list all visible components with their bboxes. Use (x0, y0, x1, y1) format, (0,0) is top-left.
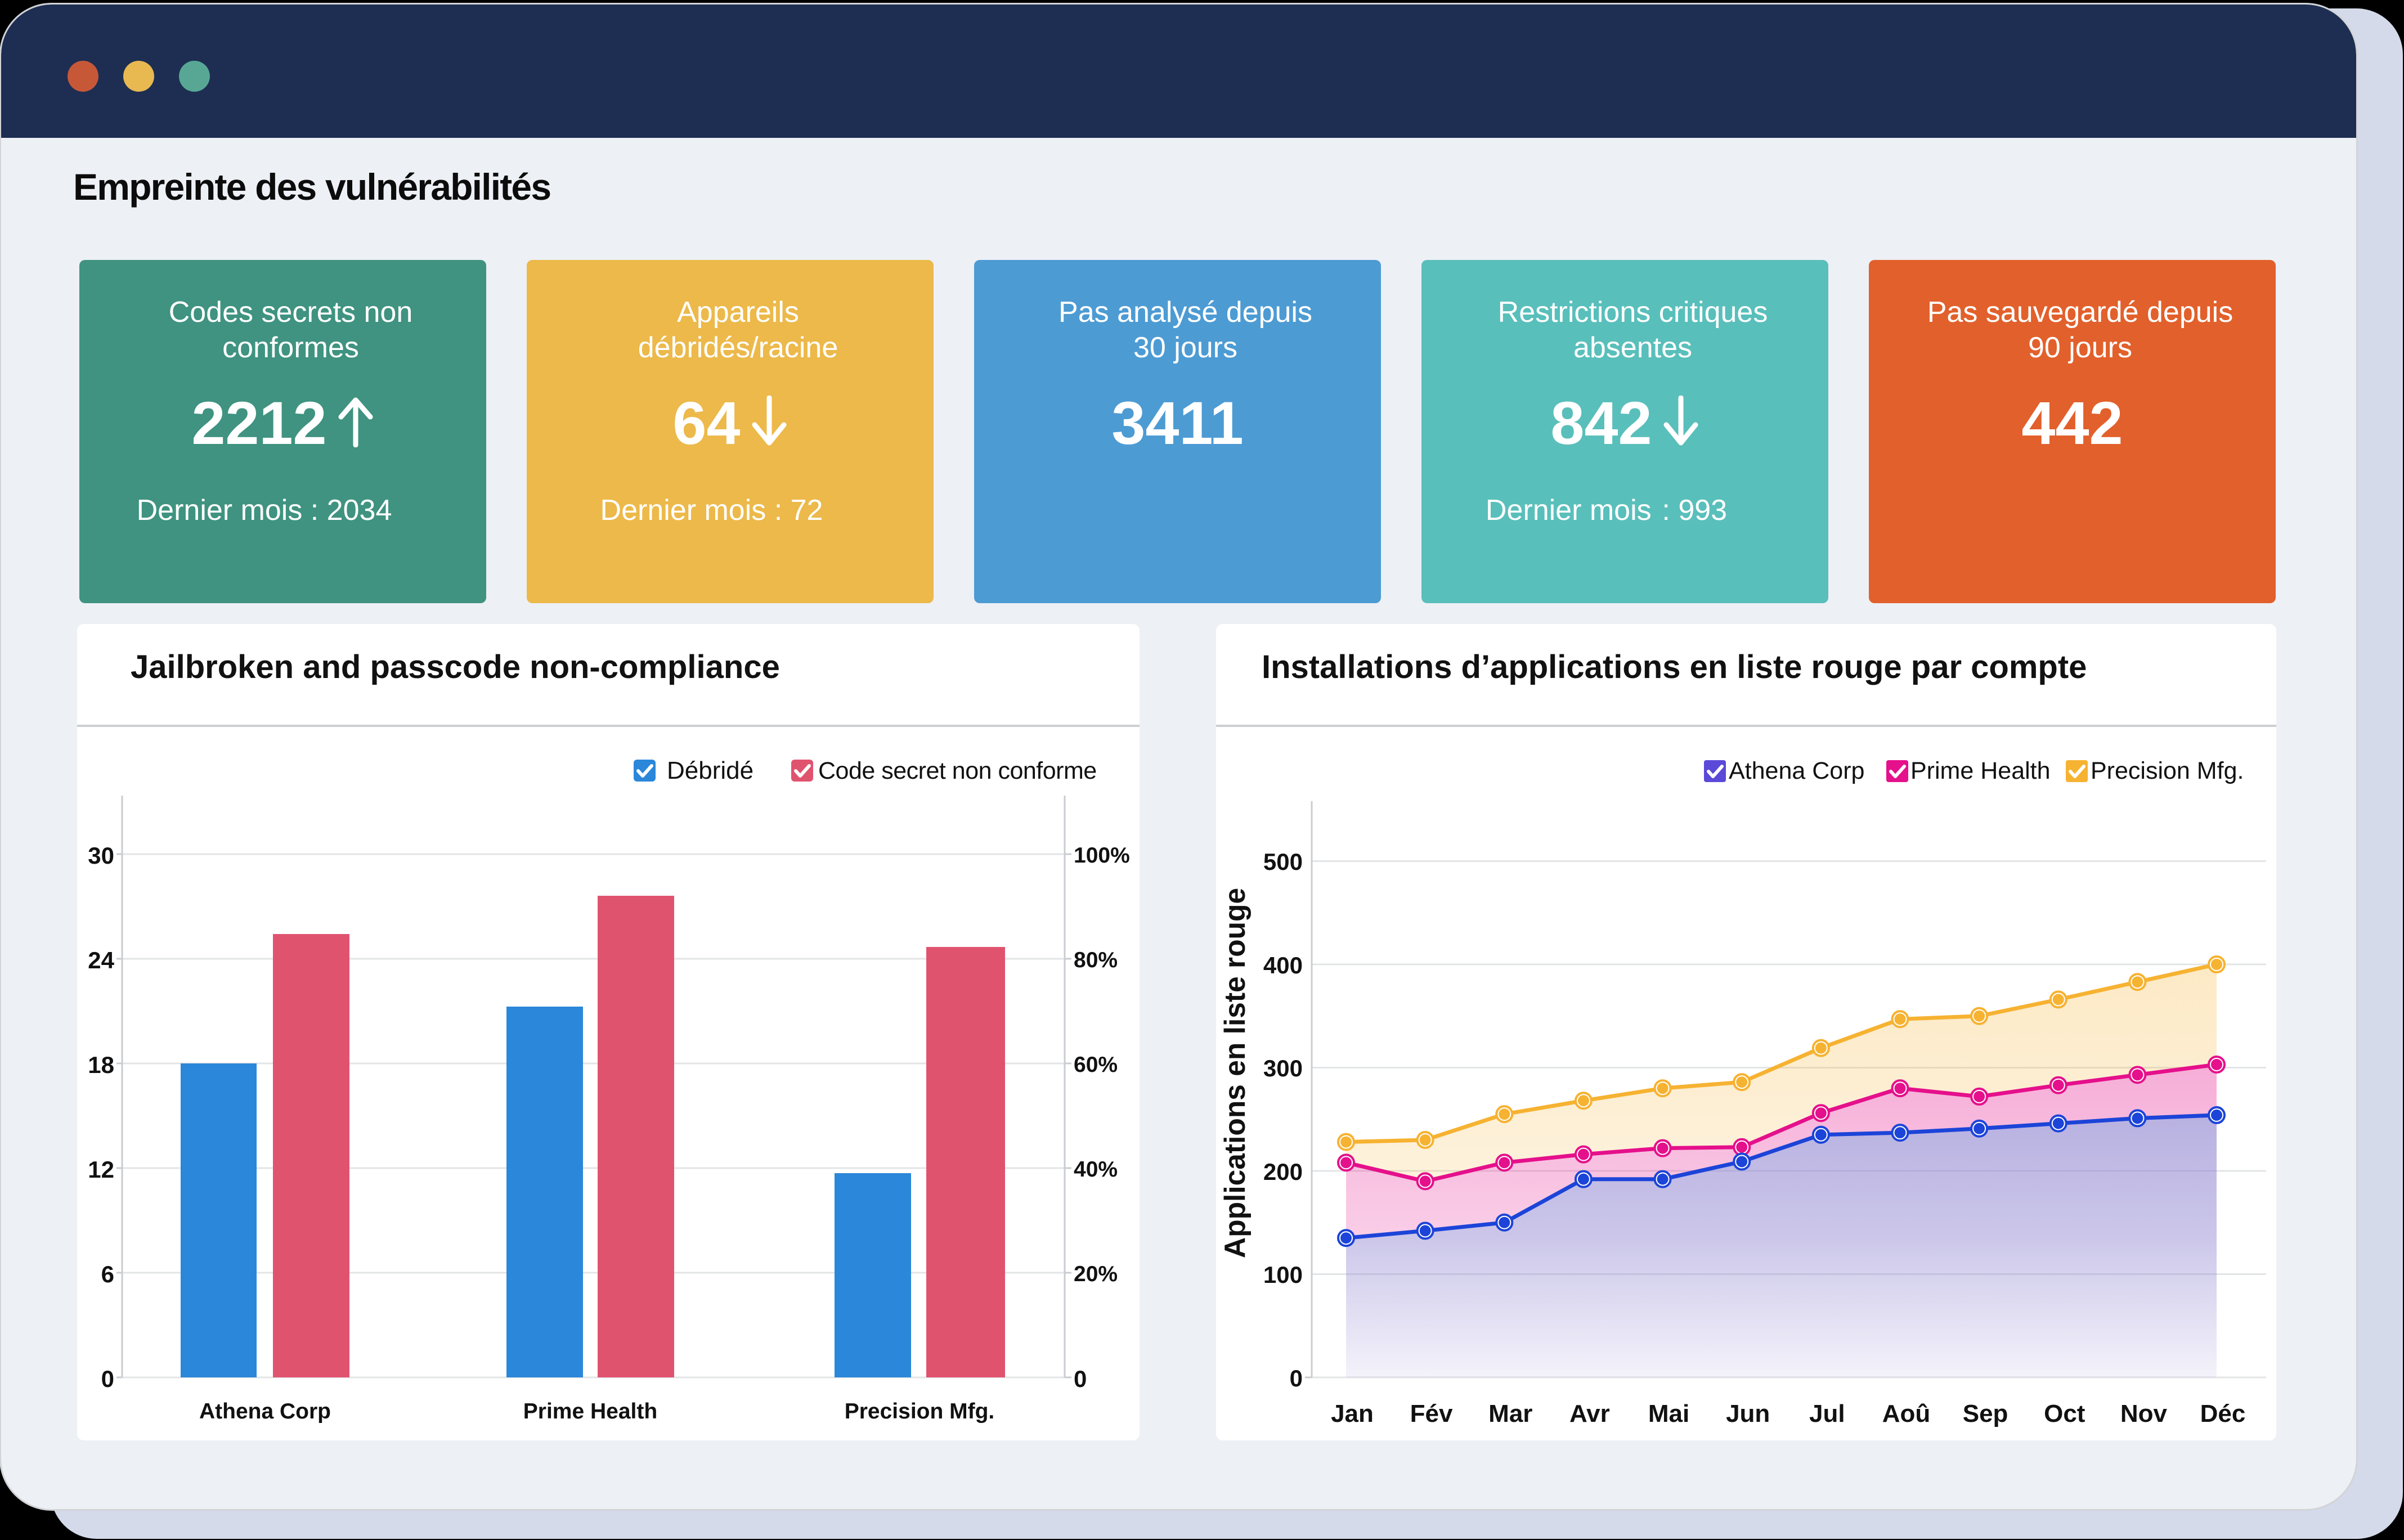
svg-text:20%: 20% (1074, 1262, 1118, 1286)
svg-text:500: 500 (1263, 848, 1303, 875)
svg-text:Mai: Mai (1648, 1400, 1689, 1427)
svg-text:12: 12 (88, 1156, 114, 1183)
svg-text:Applications en liste rouge: Applications en liste rouge (1218, 888, 1251, 1258)
svg-text:Nov: Nov (2120, 1400, 2168, 1427)
svg-text:Athena Corp: Athena Corp (1729, 757, 1864, 784)
svg-text:Precision Mfg.: Precision Mfg. (2091, 757, 2244, 784)
svg-text:60%: 60% (1074, 1053, 1118, 1077)
svg-text:0: 0 (101, 1366, 114, 1392)
svg-text:Déc: Déc (2200, 1400, 2246, 1427)
svg-text:Débridé: Débridé (667, 757, 754, 784)
svg-text:Aoû: Aoû (1882, 1400, 1931, 1427)
svg-text:Jun: Jun (1726, 1400, 1770, 1427)
svg-text:Avr: Avr (1569, 1400, 1610, 1427)
svg-text:6: 6 (101, 1261, 114, 1287)
svg-text:300: 300 (1263, 1055, 1303, 1081)
svg-text:Jailbroken and passcode non-co: Jailbroken and passcode non-compliance (131, 649, 780, 685)
svg-text:200: 200 (1263, 1159, 1303, 1185)
svg-text:18: 18 (88, 1052, 114, 1078)
svg-text:24: 24 (88, 947, 114, 973)
svg-text:30: 30 (88, 842, 114, 869)
svg-text:400: 400 (1263, 952, 1303, 978)
svg-text:100%: 100% (1074, 843, 1130, 868)
svg-text:Athena Corp: Athena Corp (199, 1399, 331, 1424)
svg-text:Precision Mfg.: Precision Mfg. (845, 1399, 995, 1424)
svg-text:Code secret non conforme: Code secret non conforme (818, 757, 1097, 784)
svg-text:80%: 80% (1074, 948, 1118, 972)
svg-text:0: 0 (1290, 1365, 1303, 1391)
svg-text:Mar: Mar (1488, 1400, 1532, 1427)
svg-text:Prime Health: Prime Health (1910, 757, 2051, 784)
svg-text:Installations d’applications e: Installations d’applications en liste ro… (1262, 649, 2087, 685)
svg-text:Prime Health: Prime Health (523, 1399, 657, 1424)
svg-text:Oct: Oct (2044, 1400, 2085, 1427)
svg-text:100: 100 (1263, 1261, 1303, 1288)
svg-text:40%: 40% (1074, 1157, 1118, 1182)
svg-text:Jan: Jan (1331, 1400, 1374, 1427)
svg-text:Fév: Fév (1410, 1400, 1453, 1427)
svg-text:0: 0 (1074, 1366, 1087, 1392)
svg-text:Jul: Jul (1809, 1400, 1845, 1427)
svg-text:Sep: Sep (1963, 1400, 2008, 1427)
